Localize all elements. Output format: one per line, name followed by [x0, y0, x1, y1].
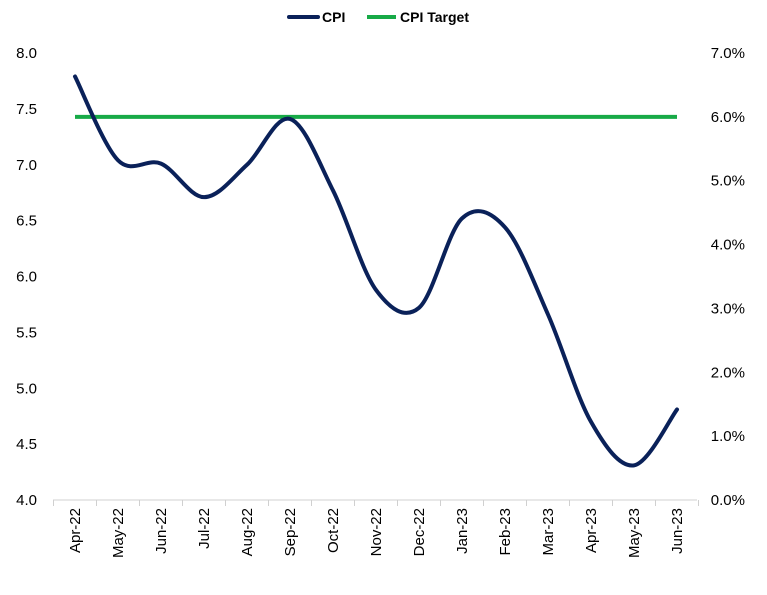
x-tick-label: Jun-23 — [669, 508, 686, 554]
cpi-line — [73, 74, 679, 468]
y-left-tick-label: 8.0 — [16, 45, 37, 62]
y-left-tick-label: 7.0 — [16, 157, 37, 174]
y-right-tick-label: 4.0% — [711, 237, 745, 254]
legend-label-cpi-target: CPI Target — [400, 9, 469, 25]
y-right-tick-label: 6.0% — [711, 109, 745, 126]
chart-axes: Apr-22 May-22 Jun-22 Jul-22 Aug-22 Sep-22 Oct-… — [16, 45, 745, 558]
y-left-tick-label: 4.5 — [16, 436, 37, 453]
x-tick-label: Dec-22 — [411, 508, 428, 556]
y-left-tick-label: 6.0 — [16, 269, 37, 286]
y-right-tick-label: 1.0% — [711, 428, 745, 445]
y-left-tick-label: 7.5 — [16, 101, 37, 118]
x-tick-label: Apr-23 — [583, 508, 600, 553]
x-tick-label: Jan-23 — [454, 508, 471, 554]
x-tick-label: Mar-23 — [540, 508, 557, 556]
x-tick-label: Apr-22 — [67, 508, 84, 553]
x-tick-label: Nov-22 — [368, 508, 385, 556]
y-left-tick-label: 6.5 — [16, 213, 37, 230]
legend-label-cpi: CPI — [322, 9, 345, 25]
x-tick-label: Feb-23 — [497, 508, 514, 556]
x-tick-label: Jul-22 — [196, 508, 213, 549]
y-left-tick-label: 5.0 — [16, 380, 37, 397]
x-tick-label: May-23 — [626, 508, 643, 558]
x-tick-label: Oct-22 — [325, 508, 342, 553]
x-tick-label: May-22 — [110, 508, 127, 558]
y-right-tick-label: 7.0% — [711, 45, 745, 62]
x-tick-label: Sep-22 — [282, 508, 299, 556]
y-right-tick-label: 3.0% — [711, 300, 745, 317]
y-left-tick-label: 4.0 — [16, 492, 37, 509]
y-right-tick-label: 5.0% — [711, 173, 745, 190]
x-tick-label: Jun-22 — [153, 508, 170, 554]
chart-legend: CPI CPI Target — [287, 9, 469, 25]
x-tick-label: Aug-22 — [239, 508, 256, 556]
y-right-tick-label: 2.0% — [711, 364, 745, 381]
y-right-tick-label: 0.0% — [711, 492, 745, 509]
y-left-tick-label: 5.5 — [16, 324, 37, 341]
chart-series — [73, 74, 679, 468]
